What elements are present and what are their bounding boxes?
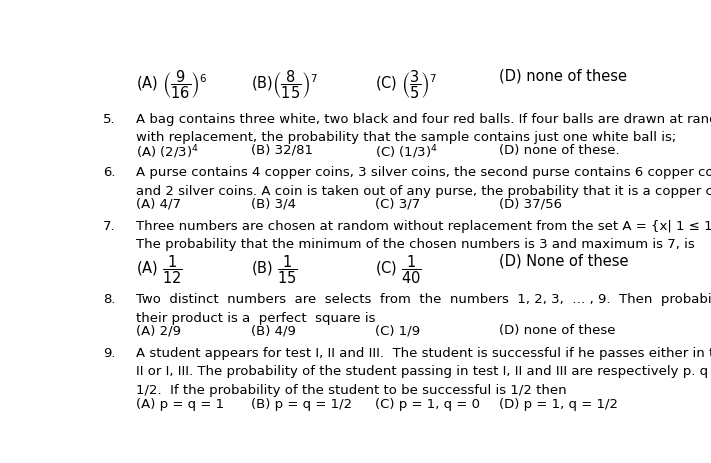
Text: 7.: 7.	[102, 219, 115, 232]
Text: (A) $\dfrac{1}{12}$: (A) $\dfrac{1}{12}$	[136, 253, 183, 286]
Text: (C) (1/3)$^{4}$: (C) (1/3)$^{4}$	[375, 144, 439, 161]
Text: A student appears for test I, II and III.  The student is successful if he passe: A student appears for test I, II and III…	[136, 347, 711, 360]
Text: The probability that the minimum of the chosen numbers is 3 and maximum is 7, is: The probability that the minimum of the …	[136, 238, 695, 251]
Text: with replacement, the probability that the sample contains just one white ball i: with replacement, the probability that t…	[136, 131, 676, 144]
Text: (D) 37/56: (D) 37/56	[499, 197, 562, 210]
Text: (C) $\dfrac{1}{40}$: (C) $\dfrac{1}{40}$	[375, 253, 422, 286]
Text: 5.: 5.	[102, 113, 115, 125]
Text: (B)$\left(\dfrac{8}{15}\right)^{7}$: (B)$\left(\dfrac{8}{15}\right)^{7}$	[252, 68, 319, 100]
Text: (B) p = q = 1/2: (B) p = q = 1/2	[252, 398, 353, 411]
Text: (A) $\left(\dfrac{9}{16}\right)^{6}$: (A) $\left(\dfrac{9}{16}\right)^{6}$	[136, 68, 208, 100]
Text: (A) 4/7: (A) 4/7	[136, 197, 181, 210]
Text: (C) p = 1, q = 0: (C) p = 1, q = 0	[375, 398, 481, 411]
Text: (D) None of these: (D) None of these	[499, 253, 629, 269]
Text: (A) p = q = 1: (A) p = q = 1	[136, 398, 224, 411]
Text: (B) 3/4: (B) 3/4	[252, 197, 296, 210]
Text: 1/2.  If the probability of the student to be successful is 1/2 then: 1/2. If the probability of the student t…	[136, 384, 567, 397]
Text: A bag contains three white, two black and four red balls. If four balls are draw: A bag contains three white, two black an…	[136, 113, 711, 125]
Text: II or I, III. The probability of the student passing in test I, II and III are r: II or I, III. The probability of the stu…	[136, 365, 711, 378]
Text: (B) $\dfrac{1}{15}$: (B) $\dfrac{1}{15}$	[252, 253, 298, 286]
Text: 8.: 8.	[102, 294, 115, 307]
Text: (B) 32/81: (B) 32/81	[252, 144, 314, 156]
Text: 9.: 9.	[102, 347, 115, 360]
Text: (A) (2/3)$^{4}$: (A) (2/3)$^{4}$	[136, 144, 198, 161]
Text: (D) p = 1, q = 1/2: (D) p = 1, q = 1/2	[499, 398, 619, 411]
Text: and 2 silver coins. A coin is taken out of any purse, the probability that it is: and 2 silver coins. A coin is taken out …	[136, 185, 711, 198]
Text: (C) 3/7: (C) 3/7	[375, 197, 421, 210]
Text: Two  distinct  numbers  are  selects  from  the  numbers  1, 2, 3,  … , 9.  Then: Two distinct numbers are selects from th…	[136, 294, 711, 307]
Text: A purse contains 4 copper coins, 3 silver coins, the second purse contains 6 cop: A purse contains 4 copper coins, 3 silve…	[136, 166, 711, 179]
Text: Three numbers are chosen at random without replacement from the set A = {x| 1 ≤ : Three numbers are chosen at random witho…	[136, 219, 711, 232]
Text: (D) none of these: (D) none of these	[499, 325, 616, 338]
Text: (A) 2/9: (A) 2/9	[136, 325, 181, 338]
Text: (C) 1/9: (C) 1/9	[375, 325, 420, 338]
Text: their product is a  perfect  square is: their product is a perfect square is	[136, 312, 375, 325]
Text: (C) $\left(\dfrac{3}{5}\right)^{7}$: (C) $\left(\dfrac{3}{5}\right)^{7}$	[375, 68, 438, 100]
Text: (D) none of these: (D) none of these	[499, 68, 627, 83]
Text: (B) 4/9: (B) 4/9	[252, 325, 296, 338]
Text: 6.: 6.	[102, 166, 115, 179]
Text: (D) none of these.: (D) none of these.	[499, 144, 620, 156]
